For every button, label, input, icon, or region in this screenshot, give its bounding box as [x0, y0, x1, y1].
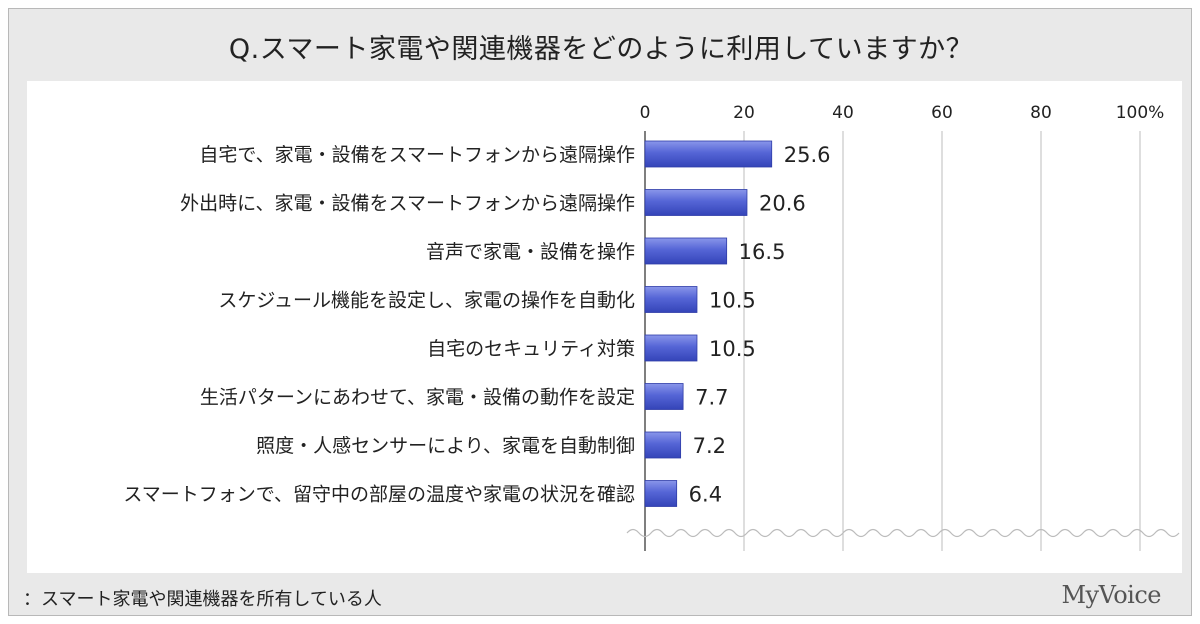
tick-label: 60: [931, 103, 953, 123]
data-label: 6.4: [689, 483, 722, 507]
chart-frame: Q.スマート家電や関連機器をどのように利用していますか？ 0 20 40 60 80 10…: [8, 8, 1192, 616]
data-label: 20.6: [759, 192, 806, 216]
tick-label: 40: [832, 103, 854, 123]
tick-label: 20: [733, 103, 755, 123]
bar: [644, 383, 684, 410]
data-label: 10.5: [709, 337, 756, 361]
tick-label: 100%: [1116, 103, 1165, 123]
brand-logo: MyVoice: [1061, 581, 1161, 609]
chart-title: Q.スマート家電や関連機器をどのように利用していますか？: [228, 34, 974, 65]
category-label: スケジュール機能を設定し、家電の操作を自動化: [218, 290, 635, 312]
data-label: 25.6: [784, 143, 831, 167]
category-label: 照度・人感センサーにより、家電を自動制御: [256, 435, 635, 457]
plot-area: 0 20 40 60 80 100% 自宅で、家電・設備をスマートフォンから遠隔操作 25.6…: [27, 81, 1182, 573]
bar: [644, 189, 748, 216]
footnote: ：スマート家電や関連機器を所有している人: [23, 589, 382, 610]
bar: [644, 140, 773, 168]
data-label: 10.5: [709, 289, 756, 313]
axis-break-line: [626, 528, 1180, 538]
category-label: スマートフォンで、留守中の部屋の温度や家電の状況を確認: [123, 484, 635, 506]
bar: [644, 334, 698, 362]
category-label: 自宅のセキュリティ対策: [427, 338, 635, 360]
data-label: 7.7: [695, 386, 728, 410]
data-label: 16.5: [739, 240, 786, 264]
category-label: 外出時に、家電・設備をスマートフォンから遠隔操作: [180, 193, 635, 215]
bar-chart: 0 20 40 60 80 100% 自宅で、家電・設備をスマートフォンから遠隔操作 25.6…: [123, 103, 1180, 551]
category-label: 生活パターンにあわせて、家電・設備の動作を設定: [200, 387, 635, 409]
data-label: 7.2: [693, 434, 726, 458]
category-label: 自宅で、家電・設備をスマートフォンから遠隔操作: [199, 144, 635, 166]
bar: [644, 480, 678, 507]
bar: [644, 431, 682, 459]
tick-label: 0: [640, 103, 651, 123]
category-label: 音声で家電・設備を操作: [426, 241, 635, 263]
tick-label: 80: [1030, 103, 1052, 123]
bar: [644, 286, 698, 313]
bar: [644, 237, 728, 265]
